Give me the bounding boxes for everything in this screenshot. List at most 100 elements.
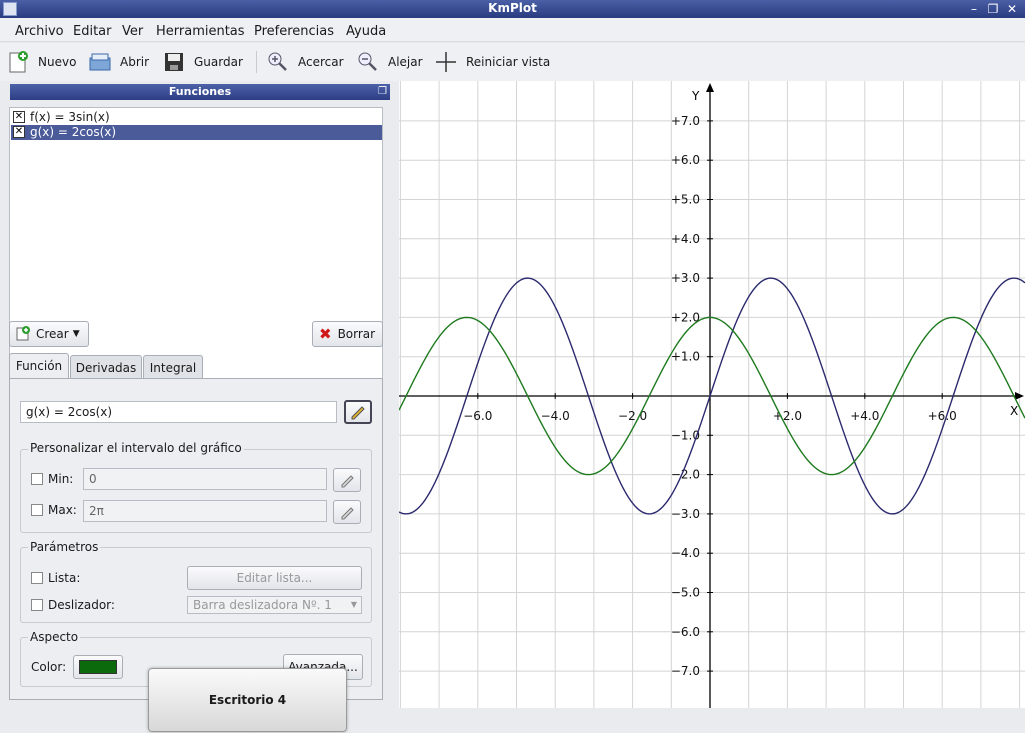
color-swatch [79, 660, 117, 674]
menu-archivo[interactable]: Archivo [15, 24, 64, 39]
function-label-f: f(x) = 3sin(x) [30, 110, 110, 124]
x-axis-arrow [1015, 392, 1024, 400]
create-button[interactable]: Crear ▼ [9, 321, 89, 347]
color-button[interactable] [73, 655, 123, 679]
toolbar-separator [256, 51, 257, 73]
params-group [20, 547, 372, 623]
plot-svg[interactable]: −6.0 −4.0 −2.0 +2.0 +4.0 +6.0 +7.0 +6.0 +5.0 +4.0… [398, 81, 1025, 708]
x-tick-label: +4.0 [850, 409, 879, 423]
params-group-title: Parámetros [28, 540, 101, 554]
equation-text: g(x) = 2cos(x) [26, 405, 113, 419]
maximize-icon[interactable]: ❐ [987, 2, 999, 16]
new-label: Nuevo [38, 55, 77, 69]
tab-funcion[interactable]: Función [9, 353, 69, 380]
function-checkbox-g[interactable]: ✕ [13, 126, 25, 138]
function-checkbox-f[interactable]: ✕ [13, 111, 25, 123]
list-label: Lista: [48, 571, 81, 585]
window-title: KmPlot [488, 1, 537, 15]
y-tick-label: +7.0 [671, 114, 700, 128]
app-icon[interactable] [3, 2, 17, 16]
open-button[interactable]: Abrir [88, 49, 149, 75]
min-checkbox[interactable] [31, 473, 43, 485]
max-input[interactable]: 2π [83, 500, 327, 522]
menu-ayuda[interactable]: Ayuda [346, 24, 387, 39]
slider-checkbox[interactable] [31, 599, 43, 611]
y-tick-label: +6.0 [671, 153, 700, 167]
y-tick-label: −7.0 [671, 664, 700, 678]
y-tick-label: +4.0 [671, 232, 700, 246]
x-tick-label: −6.0 [463, 409, 492, 423]
reset-view-label: Reiniciar vista [466, 55, 551, 69]
x-tick-label: +2.0 [773, 409, 802, 423]
y-tick-label: −3.0 [671, 507, 700, 521]
crosshair-icon [436, 52, 456, 72]
tab-integral[interactable]: Integral [143, 355, 203, 381]
menu-herramientas[interactable]: Herramientas [156, 24, 245, 39]
chevron-down-icon: ▼ [72, 329, 80, 339]
new-document-icon [9, 51, 28, 73]
min-label: Min: [48, 472, 74, 486]
function-label-g: g(x) = 2cos(x) [30, 125, 117, 139]
float-panel-icon[interactable]: ❐ [378, 86, 387, 97]
edit-min-button[interactable] [333, 468, 361, 492]
x-tick-label: +6.0 [928, 409, 957, 423]
menu-preferencias[interactable]: Preferencias [254, 24, 335, 39]
x-axis-label: X [1010, 404, 1018, 418]
slider-label: Deslizador: [48, 598, 115, 612]
chevron-down-icon: ▼ [350, 600, 357, 609]
y-tick-label: −2.0 [671, 468, 700, 482]
min-input[interactable]: 0 [83, 468, 327, 490]
series-line-1 [398, 316, 1025, 476]
reset-view-button[interactable]: Reiniciar vista [434, 49, 550, 75]
function-item-f[interactable]: ✕ f(x) = 3sin(x) [11, 110, 382, 125]
new-button[interactable]: Nuevo [6, 49, 76, 75]
max-label: Max: [48, 503, 77, 517]
max-checkbox[interactable] [31, 504, 43, 516]
tab-derivadas[interactable]: Derivadas [70, 355, 142, 381]
x-tick-label: −2.0 [618, 409, 647, 423]
save-label: Guardar [194, 55, 243, 69]
open-label: Abrir [120, 55, 150, 69]
y-axis-arrow [706, 83, 714, 92]
title-bar: KmPlot – ❐ ✕ [0, 0, 1025, 18]
zoom-in-icon [268, 52, 287, 71]
edit-max-button[interactable] [333, 500, 361, 524]
plot-area[interactable]: −6.0 −4.0 −2.0 +2.0 +4.0 +6.0 +7.0 +6.0 +5.0 +4.0… [398, 81, 1025, 708]
panel-header: Funciones ❐ [10, 84, 390, 100]
minimize-icon[interactable]: – [971, 2, 977, 16]
color-label: Color: [31, 660, 67, 674]
pencil-icon [341, 475, 354, 488]
create-label: Crear [36, 327, 69, 341]
menu-bar: Archivo Editar Ver Herramientas Preferen… [0, 18, 1025, 42]
zoom-in-label: Acercar [298, 55, 344, 69]
zoom-out-button[interactable]: Alejar [356, 49, 423, 75]
range-group-title: Personalizar el intervalo del gráfico [28, 441, 244, 455]
appearance-group-title: Aspecto [28, 630, 81, 644]
slider-select[interactable]: Barra deslizadora Nº. 1 ▼ [187, 596, 362, 614]
x-tick-label: −4.0 [541, 409, 570, 423]
delete-button[interactable]: ✖ Borrar [312, 321, 383, 347]
save-button[interactable]: Guardar [162, 49, 243, 75]
y-tick-label: +2.0 [671, 310, 700, 324]
y-tick-label: +3.0 [671, 271, 700, 285]
y-tick-label: +5.0 [671, 193, 700, 207]
max-value: 2π [89, 504, 104, 518]
delete-icon: ✖ [319, 325, 332, 343]
y-tick-label: −1.0 [671, 428, 700, 442]
pencil-icon [341, 507, 354, 520]
zoom-in-button[interactable]: Acercar [266, 49, 344, 75]
menu-editar[interactable]: Editar [73, 24, 112, 39]
y-axis-label: Y [691, 89, 700, 103]
function-item-g[interactable]: ✕ g(x) = 2cos(x) [11, 125, 382, 140]
edit-list-button[interactable]: Editar lista... [187, 566, 362, 590]
new-function-icon [16, 326, 30, 341]
equation-input[interactable]: g(x) = 2cos(x) [20, 401, 337, 423]
list-checkbox[interactable] [31, 572, 43, 584]
edit-equation-button[interactable] [344, 400, 372, 424]
menu-ver[interactable]: Ver [122, 24, 144, 39]
zoom-out-icon [358, 52, 377, 71]
desktop-switch-popup: Escritorio 4 [148, 668, 347, 732]
y-tick-label: −4.0 [671, 546, 700, 560]
function-list[interactable]: ✕ f(x) = 3sin(x) ✕ g(x) = 2cos(x) [9, 107, 383, 395]
close-icon[interactable]: ✕ [1006, 2, 1018, 16]
